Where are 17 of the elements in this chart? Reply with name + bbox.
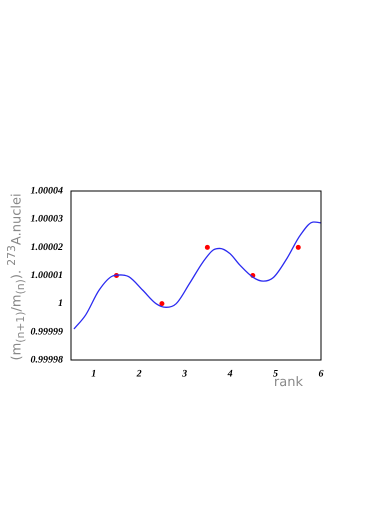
line-series (73, 221, 321, 330)
y-tick-label: 1.00002 (30, 242, 63, 253)
y-tick-label: 1.00004 (30, 186, 63, 197)
point (204, 244, 210, 250)
x-tick-label: 1 (91, 368, 96, 380)
x-tick-label: 6 (318, 368, 324, 380)
point (159, 301, 164, 306)
x-tick-label: 2 (136, 368, 142, 380)
y-tick-label: 0.99998 (30, 354, 63, 366)
y-tick-label: 1.00001 (30, 270, 63, 282)
y-tick-label: 1.00003 (30, 214, 63, 225)
y-tick-label: 0.99999 (30, 326, 63, 338)
x-tick-label: 4 (226, 368, 233, 380)
x-tick-label: 5 (273, 368, 278, 380)
y-tick-label: 1 (58, 298, 63, 310)
x-tick-label: 3 (181, 368, 188, 380)
point (296, 244, 301, 250)
